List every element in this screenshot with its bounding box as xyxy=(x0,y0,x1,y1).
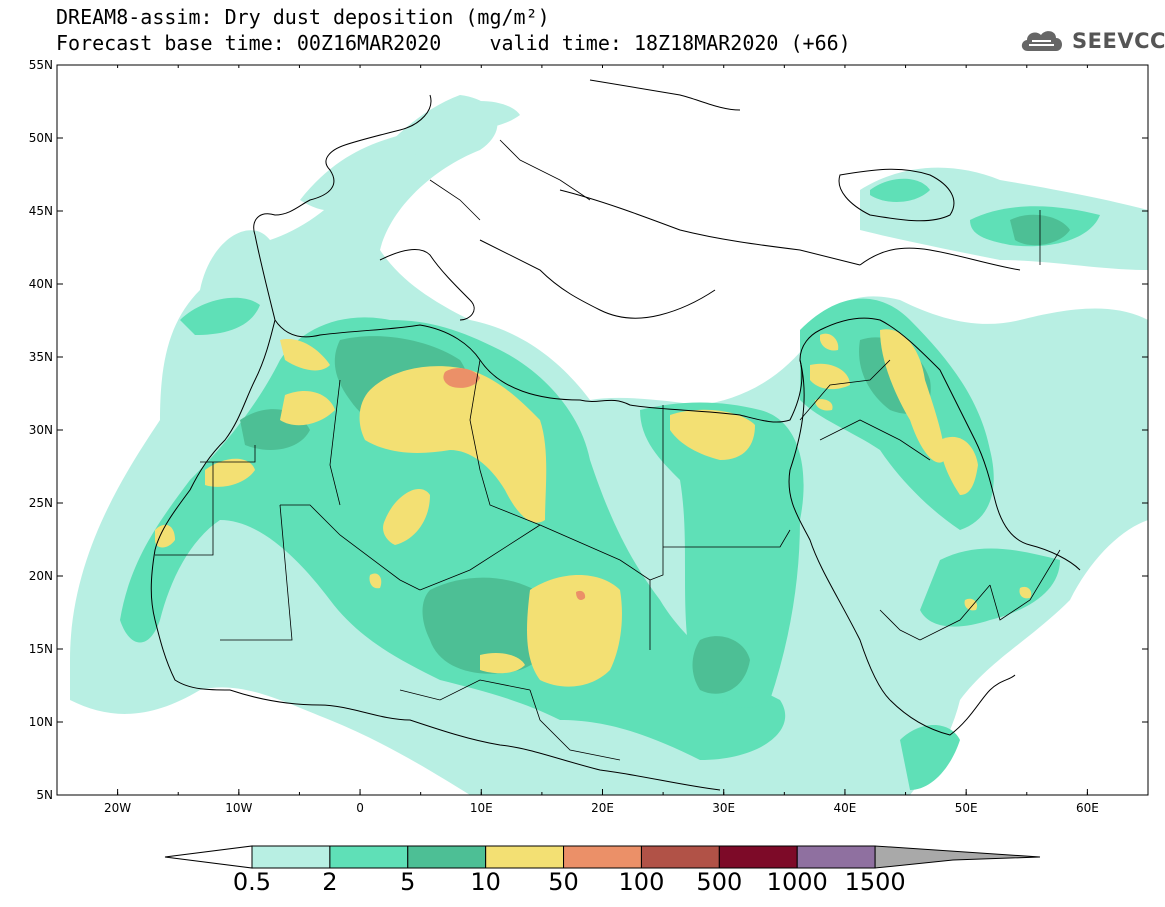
colorbar: 0.5 2 5 10 50 100 500 1000 1500 xyxy=(164,845,1041,896)
cloud-icon xyxy=(1021,31,1062,51)
colorbar-swatch xyxy=(796,845,876,869)
coastlines xyxy=(150,79,1081,791)
lat-tick-label: 50N xyxy=(29,131,53,145)
lat-tick-label: 10N xyxy=(29,715,53,729)
colorbar-under-triangle xyxy=(164,845,253,869)
lon-tick-label: 10W xyxy=(225,801,252,815)
lat-tick-label: 5N xyxy=(36,788,53,802)
colorbar-swatch xyxy=(251,845,331,869)
lon-tick-label: 0 xyxy=(356,801,364,815)
lat-tick-label: 15N xyxy=(29,642,53,656)
lon-tick-label: 60E xyxy=(1076,801,1099,815)
logo-text: SEEVCCC xyxy=(1072,29,1165,53)
lon-tick-label: 30E xyxy=(712,801,735,815)
dust-level-10 xyxy=(155,329,1032,687)
lon-tick-label: 20W xyxy=(104,801,131,815)
colorbar-over-triangle xyxy=(874,845,1041,869)
colorbar-swatch xyxy=(485,845,565,869)
colorbar-swatch xyxy=(640,845,720,869)
lon-tick-label: 50E xyxy=(955,801,978,815)
lon-tick-label: 40E xyxy=(834,801,857,815)
lon-tick-label: 20E xyxy=(591,801,614,815)
longitude-axis: 20W 10W 0 10E 20E 30E 40E 50E 60E xyxy=(56,65,1149,815)
dust-level-50 xyxy=(443,368,586,600)
colorbar-label: 1000 xyxy=(767,868,828,896)
lat-tick-label: 45N xyxy=(29,204,53,218)
lon-tick-label: 10E xyxy=(470,801,493,815)
lat-tick-label: 55N xyxy=(29,58,53,72)
lat-tick-label: 40N xyxy=(29,277,53,291)
country-borders xyxy=(155,139,1061,761)
colorbar-swatch xyxy=(407,845,487,869)
dust-field xyxy=(70,95,1148,795)
lat-tick-label: 30N xyxy=(29,423,53,437)
colorbar-swatch xyxy=(329,845,409,869)
colorbar-label: 1500 xyxy=(845,868,906,896)
colorbar-label: 2 xyxy=(322,868,337,896)
colorbar-label: 5 xyxy=(400,868,415,896)
lat-tick-label: 35N xyxy=(29,350,53,364)
forecast-time-line: Forecast base time: 00Z16MAR2020 valid t… xyxy=(56,31,851,55)
colorbar-label: 500 xyxy=(696,868,742,896)
map-title: DREAM8-assim: Dry dust deposition (mg/m²… xyxy=(56,5,550,29)
colorbar-label: 100 xyxy=(619,868,665,896)
latitude-axis: 55N 50N 45N 40N 35N 30N 25N 20N 15N 10N 5N xyxy=(29,58,1148,802)
colorbar-swatch xyxy=(563,845,642,869)
colorbar-label: 10 xyxy=(470,868,501,896)
lat-tick-label: 20N xyxy=(29,569,53,583)
colorbar-label: 50 xyxy=(548,868,579,896)
colorbar-swatch xyxy=(718,845,798,869)
colorbar-label: 0.5 xyxy=(233,868,271,896)
lat-tick-label: 25N xyxy=(29,496,53,510)
seevccc-logo: SEEVCCC xyxy=(1018,26,1165,56)
